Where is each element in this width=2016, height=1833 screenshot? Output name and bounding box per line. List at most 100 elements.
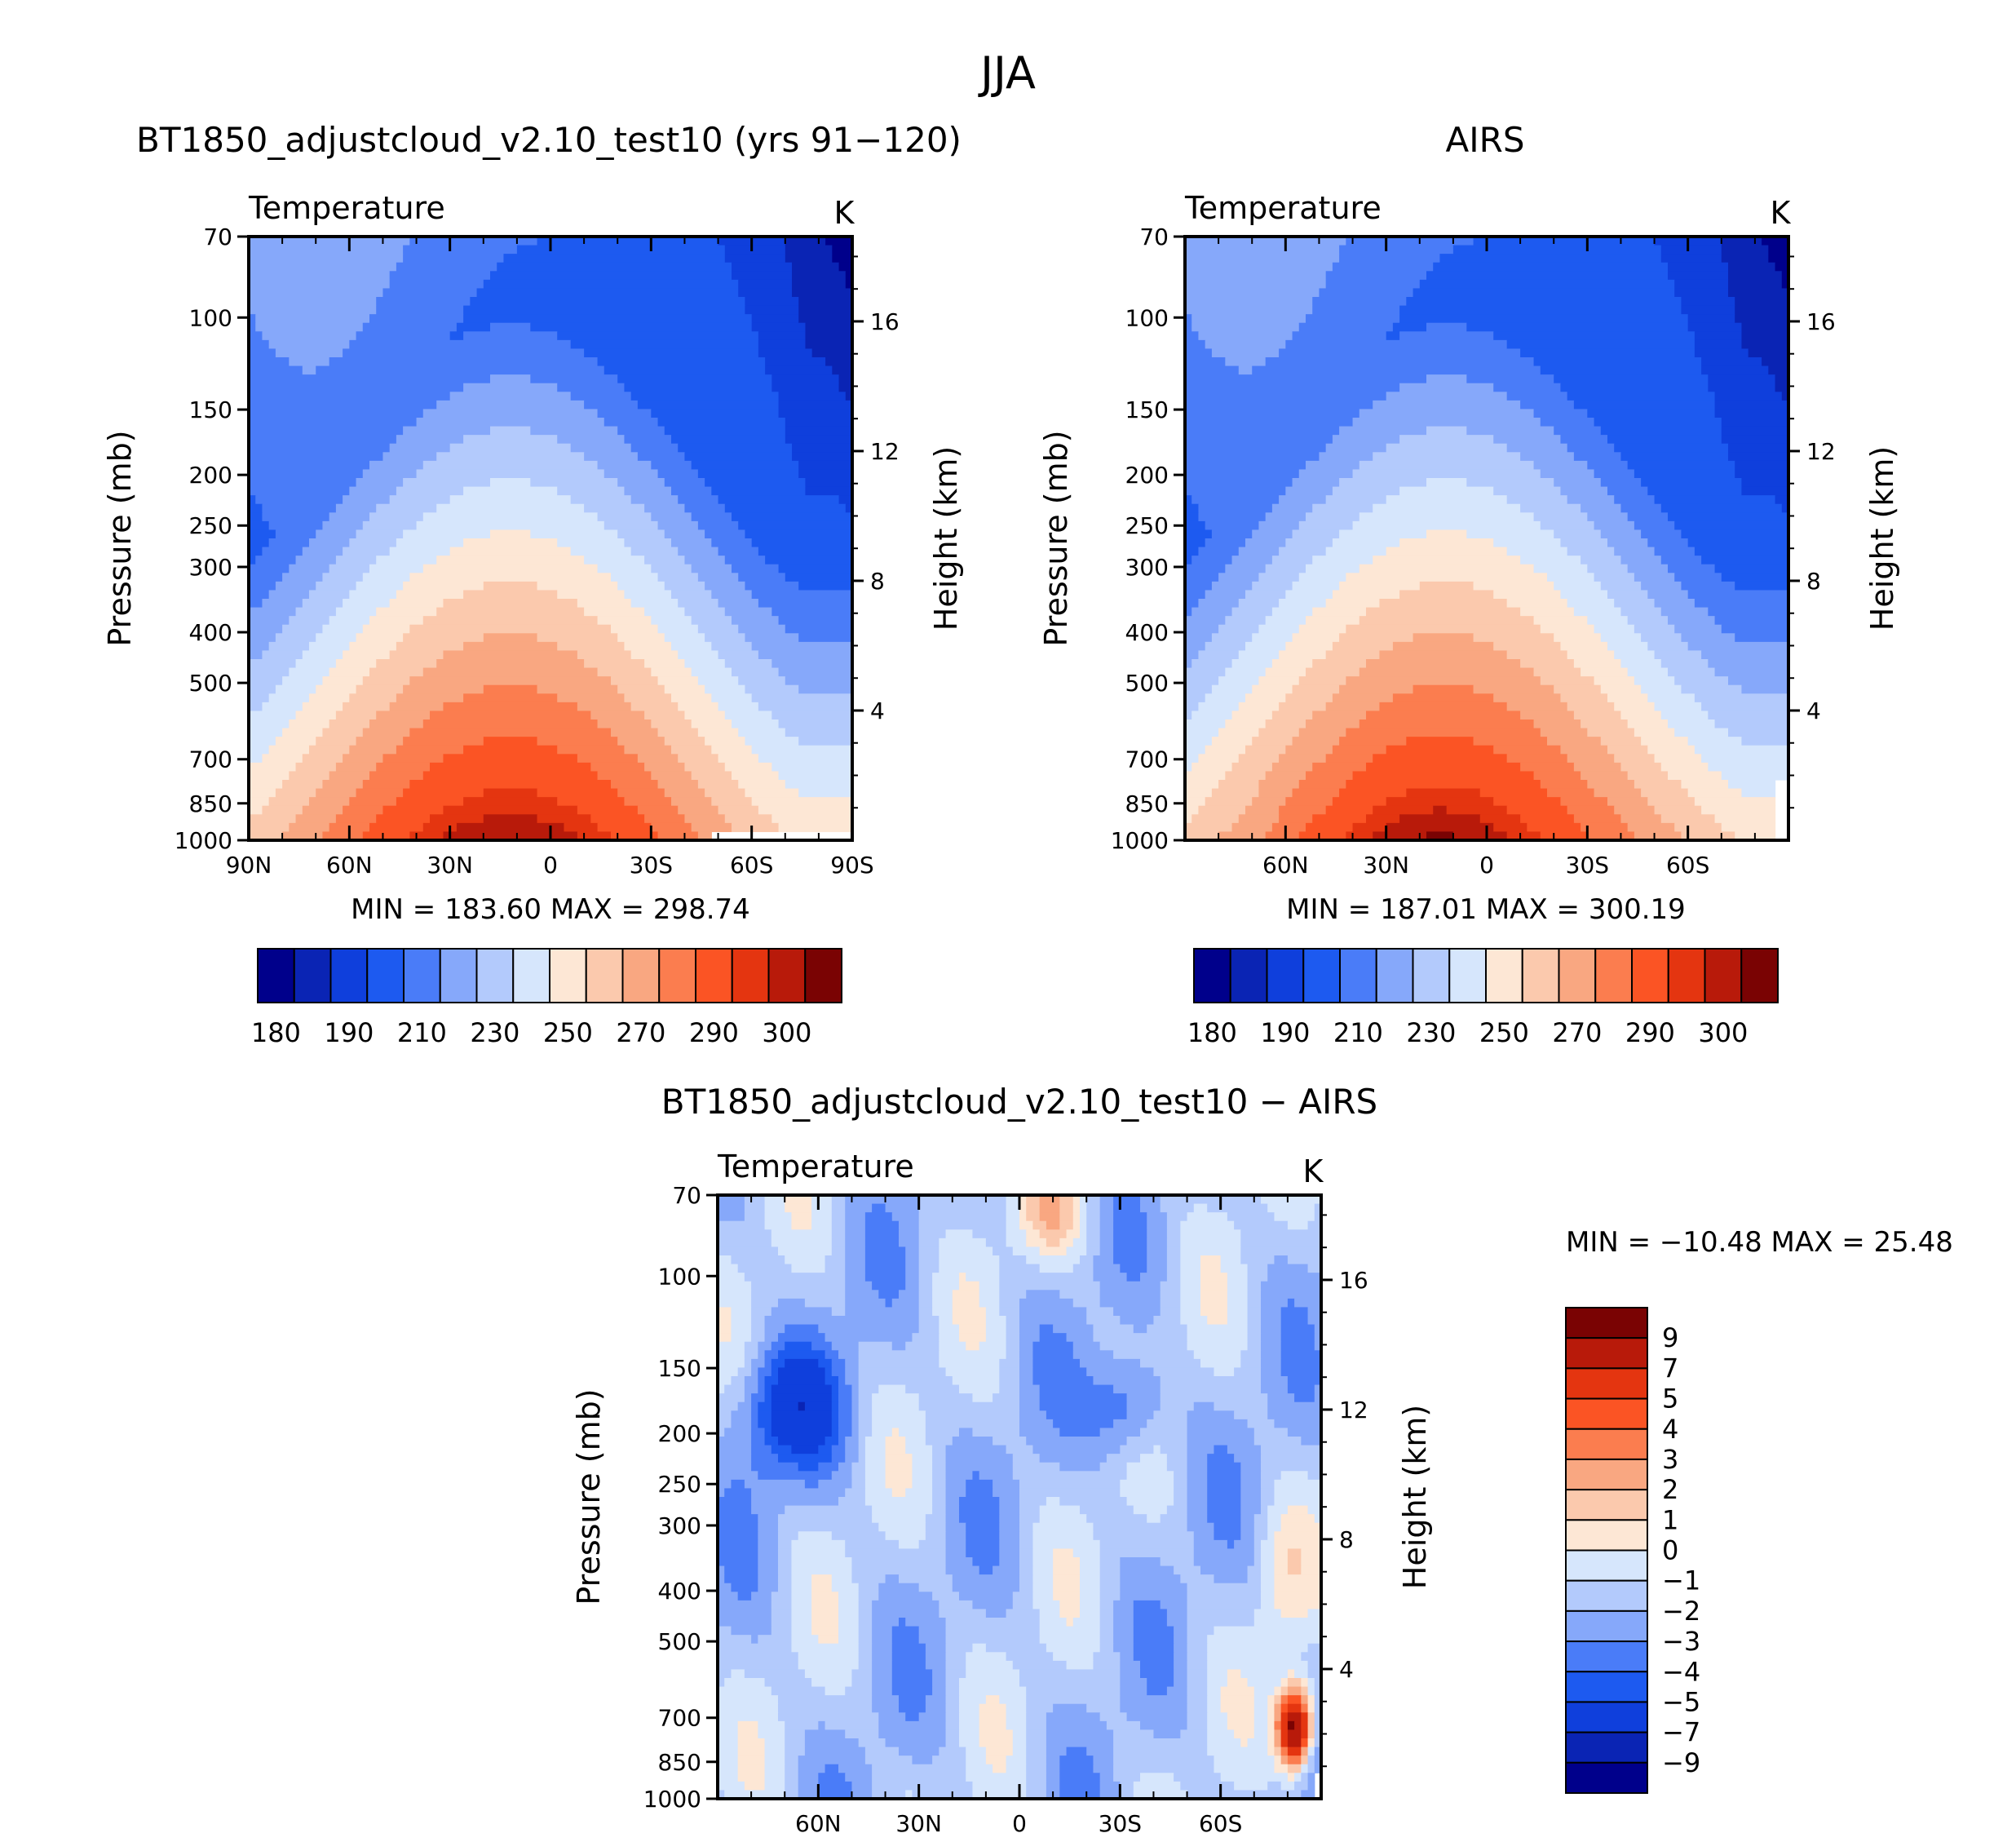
contour-cell [1473, 737, 1548, 746]
contour-cell [1026, 1756, 1047, 1765]
contour-cell [343, 805, 384, 815]
contour-cell [570, 392, 632, 401]
contour-cell [1294, 1669, 1309, 1679]
contour-cell [422, 512, 599, 522]
contour-cell [1294, 1781, 1309, 1791]
contour-cell [785, 1505, 873, 1515]
contour-cell [885, 1454, 913, 1463]
colorbar-swatch [1193, 948, 1231, 1003]
contour-cell [1728, 676, 1788, 686]
contour-cell [396, 590, 464, 600]
contour-cell [630, 443, 679, 453]
contour-cell [1086, 1220, 1101, 1230]
contour-cell [858, 1428, 873, 1437]
contour-cell [1708, 383, 1776, 392]
contour-cell [1026, 1703, 1054, 1713]
contour-cell [249, 590, 270, 600]
contour-cell [1554, 633, 1602, 643]
contour-cell [1187, 1514, 1208, 1524]
colorbar-swatch [1565, 1428, 1648, 1460]
contour-cell [718, 702, 759, 712]
x-tick-label: 0 [543, 852, 558, 879]
contour-cell [932, 1273, 960, 1282]
contour-cell [966, 1479, 993, 1490]
contour-cell [1046, 1747, 1068, 1756]
y-axis-title: Pressure (mb) [102, 430, 138, 646]
contour-cell [1287, 1255, 1321, 1265]
contour-cell [1312, 503, 1373, 513]
contour-cell [751, 1324, 766, 1334]
contour-cell [664, 478, 705, 488]
contour-cell [1426, 529, 1467, 539]
contour-cell [1258, 573, 1300, 582]
contour-cell [1185, 745, 1206, 755]
contour-cell [1207, 1643, 1309, 1653]
contour-cell [1781, 271, 1788, 281]
contour-cell [1185, 788, 1213, 798]
contour-cell [1654, 754, 1702, 764]
contour-cell [798, 1773, 819, 1782]
contour-cell [1113, 1229, 1147, 1239]
contour-cell [1594, 788, 1642, 798]
contour-cell [1271, 556, 1313, 565]
contour-cell [818, 1479, 853, 1490]
contour-cell [918, 1195, 1007, 1205]
contour-cell [376, 711, 431, 720]
contour-cell [1093, 1660, 1121, 1671]
contour-cell [335, 659, 377, 669]
contour-cell [1279, 495, 1327, 505]
contour-cell [382, 452, 437, 462]
contour-cell [737, 1592, 752, 1601]
contour-cell [858, 1660, 873, 1671]
contour-cell [1674, 624, 1722, 634]
contour-cell [1185, 529, 1213, 539]
contour-cell [409, 624, 612, 634]
contour-cell [1261, 1557, 1275, 1567]
contour-cell [891, 1626, 920, 1636]
contour-cell [1728, 262, 1776, 272]
contour-cell [1191, 495, 1280, 505]
contour-cell [811, 1212, 833, 1222]
contour-cell [1099, 1712, 1128, 1722]
contour-cell [745, 633, 799, 643]
contour-cell [718, 1298, 752, 1308]
contour-cell [1312, 659, 1367, 669]
contour-cell [1185, 573, 1219, 582]
contour-cell [1207, 1471, 1241, 1481]
contour-cell [396, 538, 464, 548]
contour-cell [1620, 659, 1662, 669]
contour-cell [1113, 1600, 1134, 1610]
contour-cell [1185, 780, 1219, 790]
contour-cell [275, 633, 316, 643]
contour-cell [825, 1255, 846, 1265]
contour-cell [1520, 659, 1575, 669]
contour-cell [1133, 1790, 1188, 1799]
contour-cell [838, 1401, 853, 1411]
contour-cell [483, 814, 538, 824]
contour-cell [1641, 788, 1689, 798]
contour-cell [1567, 650, 1615, 660]
contour-cell [792, 262, 840, 272]
contour-cell [1053, 1583, 1081, 1592]
contour-cell [1019, 1557, 1034, 1567]
contour-cell [999, 1548, 1020, 1558]
contour-cell [999, 1695, 1027, 1705]
contour-cell [1240, 1531, 1255, 1541]
contour-cell [389, 599, 444, 609]
contour-cell [1086, 1229, 1101, 1239]
contour-cell [1019, 1505, 1041, 1515]
contour-cell [1306, 314, 1400, 324]
contour-cell [851, 1678, 873, 1688]
contour-cell [1160, 1557, 1195, 1567]
contour-cell [959, 1703, 980, 1713]
contour-cell [1214, 1574, 1249, 1584]
contour-cell [1274, 1720, 1282, 1731]
contour-cell [1240, 1255, 1275, 1265]
contour-cell [322, 624, 364, 634]
contour-cell [1099, 1462, 1128, 1472]
contour-cell [932, 1497, 947, 1507]
contour-cell [918, 1635, 947, 1645]
colorbar-swatch [1565, 1609, 1648, 1643]
contour-cell [409, 780, 612, 790]
contour-cell [1185, 581, 1213, 591]
